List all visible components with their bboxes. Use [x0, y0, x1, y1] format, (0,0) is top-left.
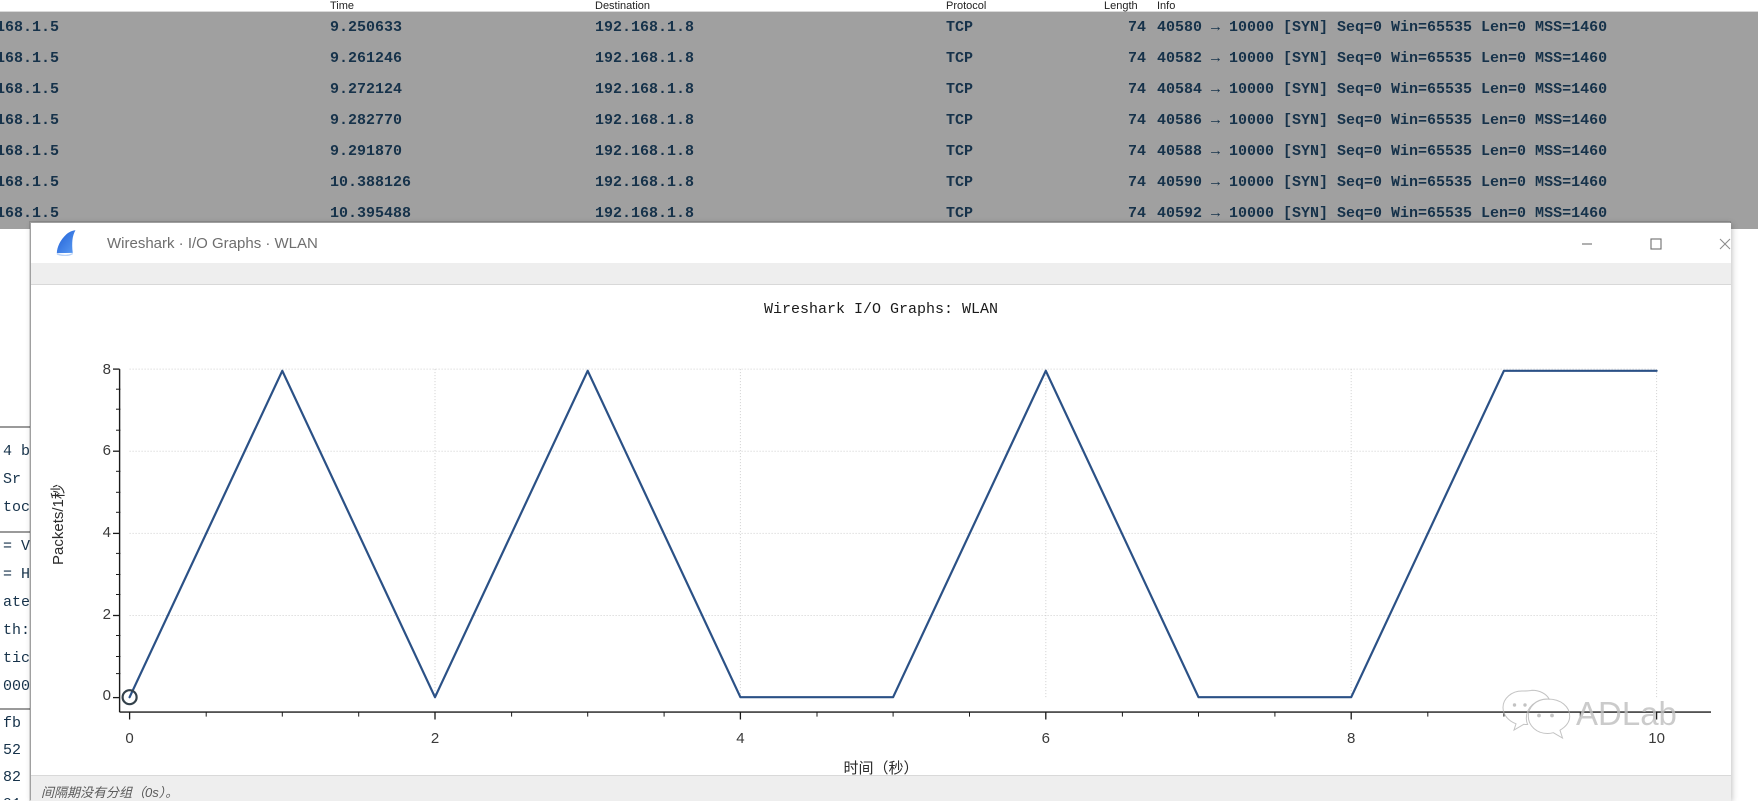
svg-text:ADLab: ADLab: [1576, 695, 1677, 732]
